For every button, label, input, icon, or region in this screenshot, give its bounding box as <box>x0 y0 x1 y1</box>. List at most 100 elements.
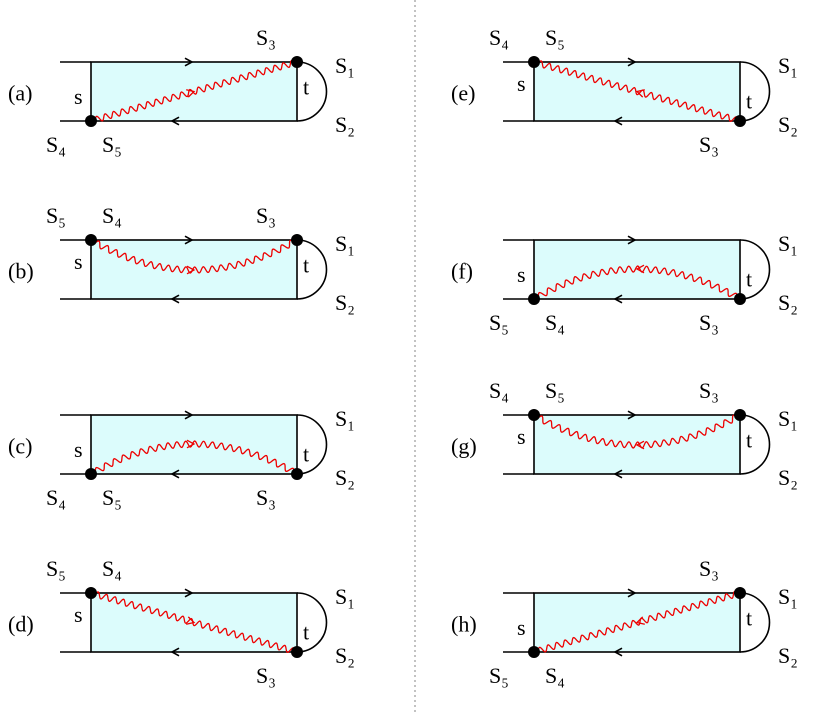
S1-label: S₁ <box>778 584 798 609</box>
S1-label: S₁ <box>335 53 355 78</box>
S1-label: S₁ <box>778 406 798 431</box>
panel-label: (e) <box>451 81 475 106</box>
photon <box>533 414 742 449</box>
vertex-s: s <box>74 437 83 462</box>
vertex <box>291 468 303 480</box>
photon <box>533 60 740 125</box>
photon-arrow <box>635 89 645 98</box>
vertex-t: t <box>303 253 309 278</box>
S1-label: S₁ <box>335 231 355 256</box>
arrow <box>613 116 623 126</box>
vertex-label: S₅ <box>489 310 509 335</box>
arrow <box>184 235 194 245</box>
arc <box>739 61 771 122</box>
vertex <box>528 646 540 658</box>
photon-arrow <box>186 439 196 449</box>
S2-label: S₂ <box>335 465 355 490</box>
photon-arrow <box>186 265 196 275</box>
arrow <box>170 294 180 304</box>
vertex-label: S₅ <box>102 132 122 157</box>
vertex-label: S₃ <box>699 310 719 335</box>
arrow <box>627 235 637 245</box>
vertex-label: S₄ <box>46 132 66 157</box>
vertex-label: S₄ <box>46 485 66 510</box>
arc <box>296 592 328 653</box>
vertex-t: t <box>746 267 752 292</box>
vertex-label: S₃ <box>699 556 719 581</box>
vertex-s: s <box>74 602 83 627</box>
S2-label: S₂ <box>778 112 798 137</box>
vertex-label: S₄ <box>102 556 122 581</box>
arrow <box>184 588 194 598</box>
vertex <box>291 56 303 68</box>
S2-label: S₂ <box>335 290 355 315</box>
vertex <box>734 587 746 599</box>
vertex-t: t <box>303 442 309 467</box>
photon <box>533 590 741 656</box>
vertex-label: S₅ <box>102 485 122 510</box>
vertex-t: t <box>746 606 752 631</box>
vertex-s: s <box>517 262 526 287</box>
photon-arrow <box>635 440 645 450</box>
S1-label: S₁ <box>778 53 798 78</box>
photon-arrow <box>186 89 196 98</box>
vertex-t: t <box>746 89 752 114</box>
vertex <box>528 56 540 68</box>
photon-arrow <box>635 616 645 625</box>
vertex-label: S₅ <box>545 378 565 403</box>
vertex-s: s <box>74 84 83 109</box>
S2-label: S₂ <box>778 290 798 315</box>
panel-label: (c) <box>8 434 32 459</box>
vertex-s: s <box>517 424 526 449</box>
vertex-s: s <box>517 71 526 96</box>
S1-label: S₁ <box>335 584 355 609</box>
S2-label: S₂ <box>335 112 355 137</box>
vertex <box>85 587 97 599</box>
photon <box>533 265 739 302</box>
vertex <box>734 293 746 305</box>
vertex-label: S₅ <box>46 203 66 228</box>
arc <box>296 61 328 122</box>
arrow <box>184 410 194 420</box>
photon <box>90 239 299 274</box>
vertex-label: S₄ <box>545 663 565 688</box>
vertex <box>85 115 97 127</box>
vertex-t: t <box>746 428 752 453</box>
vertex <box>734 115 746 127</box>
vertex-label: S₄ <box>489 378 509 403</box>
panel-label: (h) <box>451 612 477 637</box>
vertex-label: S₃ <box>256 485 276 510</box>
arrow <box>627 588 637 598</box>
arrow <box>613 469 623 479</box>
S2-label: S₂ <box>335 643 355 668</box>
photon <box>90 591 297 656</box>
vertex-t: t <box>303 75 309 100</box>
arrow <box>627 57 637 67</box>
arc <box>739 592 771 653</box>
arrow <box>184 57 194 67</box>
vertex-label: S₃ <box>256 25 276 50</box>
vertex-label: S₄ <box>545 310 565 335</box>
arrow <box>170 116 180 126</box>
vertex <box>85 234 97 246</box>
S1-label: S₁ <box>778 231 798 256</box>
vertex-label: S₅ <box>489 663 509 688</box>
arc <box>296 239 328 300</box>
arrow <box>170 469 180 479</box>
vertex <box>734 409 746 421</box>
vertex <box>85 468 97 480</box>
photon-arrow <box>186 616 196 625</box>
panel-label: (b) <box>8 259 34 284</box>
arrow <box>613 294 623 304</box>
panel-label: (g) <box>451 434 477 459</box>
photon <box>90 59 298 125</box>
vertex-label: S₃ <box>699 132 719 157</box>
vertex-t: t <box>303 620 309 645</box>
photon-arrow <box>635 264 645 274</box>
vertex-label: S₃ <box>256 203 276 228</box>
vertex-label: S₄ <box>102 203 122 228</box>
arrow <box>627 410 637 420</box>
vertex-s: s <box>517 615 526 640</box>
vertex <box>291 646 303 658</box>
